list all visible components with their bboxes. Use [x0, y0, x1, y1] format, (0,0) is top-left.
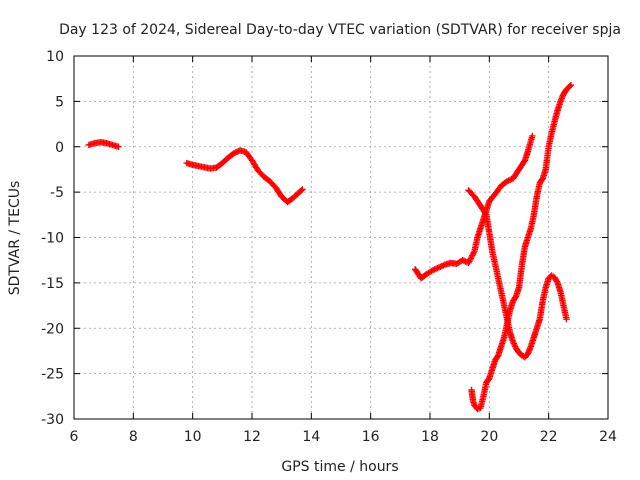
y-tick-label: -10: [41, 231, 64, 247]
data-point-marker: [470, 249, 477, 256]
y-axis-label: SDTVAR / TECUs: [7, 181, 23, 296]
data-point-marker: [431, 266, 438, 273]
data-point-marker: [233, 148, 241, 155]
data-point-marker: [465, 259, 472, 267]
x-tick-label: 20: [480, 429, 498, 445]
data-point-marker: [429, 266, 437, 274]
y-tick-label: 5: [55, 94, 64, 110]
data-point-marker: [563, 315, 570, 323]
x-tick-label: 10: [184, 429, 202, 445]
x-tick-label: 6: [70, 429, 79, 445]
data-point-marker: [434, 264, 441, 272]
y-tick-label: -30: [41, 412, 64, 428]
x-tick-label: 8: [129, 429, 138, 445]
data-points: [85, 81, 575, 413]
data-point-marker: [298, 187, 305, 194]
y-tick-label: -5: [50, 185, 64, 201]
y-tick-label: 0: [55, 140, 64, 156]
data-point-marker: [115, 143, 122, 150]
data-point-marker: [467, 255, 474, 262]
data-point-marker: [529, 132, 536, 140]
series-arc-3: [411, 132, 536, 282]
x-tick-label: 18: [421, 429, 439, 445]
data-point-marker: [566, 82, 574, 90]
data-point-marker: [438, 262, 446, 270]
y-tick-label: 10: [46, 49, 64, 65]
data-point-marker: [469, 250, 477, 258]
y-tick-label: -25: [41, 367, 64, 383]
x-tick-label: 16: [362, 429, 380, 445]
y-tick-label: -15: [41, 276, 64, 292]
chart-title: Day 123 of 2024, Sidereal Day-to-day VTE…: [59, 22, 621, 38]
x-tick-label: 24: [599, 429, 617, 445]
series-arc-2: [183, 147, 306, 206]
axis-ticks: 6 8 10 12 14 16 18 20 22 24 10 5 0 -5 -10 -15 -20 -25 -30: [41, 49, 617, 445]
x-tick-label: 14: [302, 429, 320, 445]
data-point-marker: [553, 278, 561, 285]
x-tick-label: 22: [540, 429, 558, 445]
data-point-marker: [482, 210, 489, 217]
x-tick-label: 12: [243, 429, 261, 445]
data-point-marker: [520, 158, 528, 165]
data-point-marker: [567, 81, 575, 89]
series-arc-5: [468, 81, 575, 413]
data-point-marker: [299, 186, 306, 193]
y-tick-label: -20: [41, 321, 64, 337]
x-axis-label: GPS time / hours: [281, 459, 398, 475]
series-arc-1: [85, 139, 122, 150]
data-point-marker: [505, 177, 512, 184]
